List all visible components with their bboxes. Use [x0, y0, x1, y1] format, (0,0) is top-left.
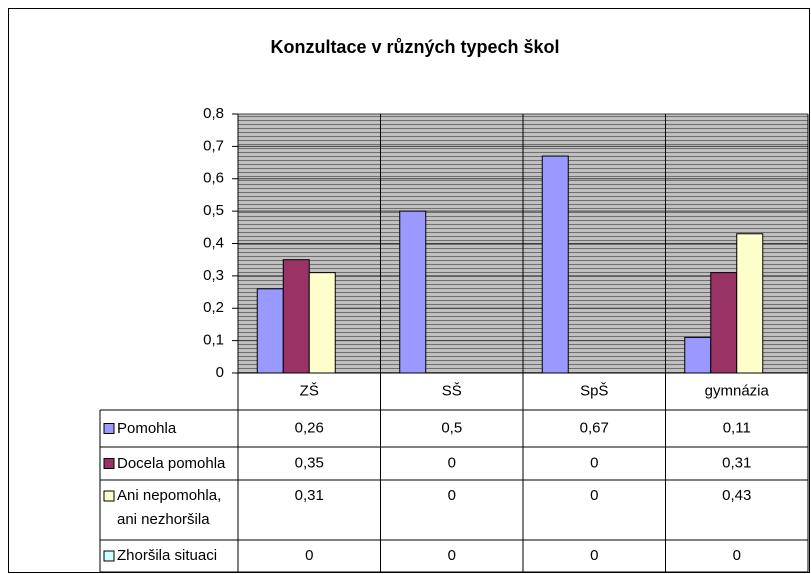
- x-tick-label: ZŠ: [300, 382, 319, 399]
- legend-label-box: Zhoršila situaci: [117, 547, 218, 564]
- x-tick-label: gymnázia: [705, 382, 770, 399]
- y-tick-label: 0,3: [203, 267, 224, 284]
- x-tick-label: SpŠ: [580, 382, 608, 399]
- data-table-value: 0: [448, 487, 456, 504]
- chart-title: Konzultace v různých typech škol: [270, 37, 559, 57]
- data-table-value: 0: [733, 547, 741, 564]
- legend-key: [103, 490, 115, 502]
- data-table-value: 0,67: [580, 419, 609, 436]
- bar: [541, 155, 569, 374]
- y-tick-label: 0,4: [203, 234, 224, 251]
- y-tick-label: 0,8: [203, 105, 224, 122]
- y-tick-label: 0,5: [203, 202, 224, 219]
- legend-label-box: Ani nepomohla, ani nezhoršila: [117, 487, 222, 528]
- data-table-value: 0,35: [295, 454, 324, 471]
- y-tick-label: 0,6: [203, 170, 224, 187]
- y-tick-label: 0,7: [203, 137, 224, 154]
- data-table-value: 0: [448, 454, 456, 471]
- bar: [399, 210, 427, 374]
- legend-label: Pomohla: [117, 419, 177, 437]
- legend-label: Zhoršila situaci: [117, 547, 218, 564]
- legend-label: Ani nepomohla, ani nezhoršila: [117, 487, 222, 528]
- bar: [736, 233, 764, 374]
- data-table-value: 0: [305, 547, 313, 564]
- bar: [256, 288, 284, 374]
- data-table-value: 0,11: [723, 419, 751, 436]
- legend-label-box: Docela pomohla: [117, 454, 226, 472]
- bar: [684, 336, 712, 374]
- y-tick-label: 0,2: [203, 299, 224, 316]
- bar: [282, 259, 310, 374]
- data-table-value: 0,31: [722, 454, 751, 471]
- bar: [710, 272, 738, 374]
- data-table-value: 0: [448, 547, 456, 564]
- data-table-value: 0: [590, 454, 598, 471]
- data-table-value: 0,31: [295, 487, 324, 504]
- y-tick-label: 0,1: [203, 332, 224, 349]
- legend-label-box: Pomohla: [117, 419, 177, 437]
- legend-key: [103, 550, 115, 562]
- data-table-value: 0: [590, 547, 598, 564]
- bar: [308, 272, 336, 374]
- legend-label: Docela pomohla: [117, 454, 226, 472]
- x-tick-label: SŠ: [442, 382, 462, 399]
- legend-key: [103, 423, 115, 434]
- y-tick-label: 0: [216, 364, 224, 381]
- data-table-value: 0,26: [295, 419, 324, 436]
- legend-key: [103, 458, 115, 469]
- data-table-value: 0,43: [722, 487, 751, 504]
- data-table-value: 0,5: [441, 419, 462, 436]
- data-table-value: 0: [590, 487, 598, 504]
